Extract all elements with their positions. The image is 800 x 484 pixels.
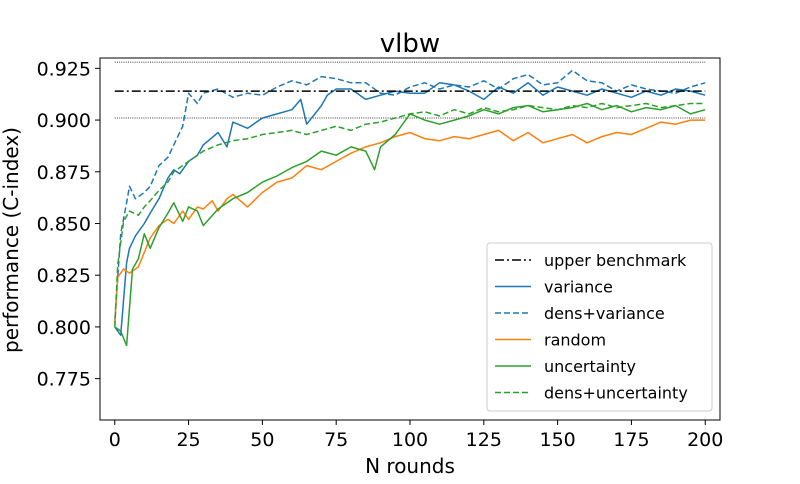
x-tick-label: 100 xyxy=(392,429,428,451)
x-tick-label: 75 xyxy=(324,429,348,451)
plot-area: 0 25 50 75 100 125 150 175 200 0.775 0.800 0.825 0.8… xyxy=(37,57,723,451)
series-line-dens-variance xyxy=(114,69,706,321)
y-tick-label: 0.775 xyxy=(37,369,91,391)
legend-label-dens-uncertainty: dens+uncertainty xyxy=(544,384,688,403)
x-tick-label: 200 xyxy=(687,429,723,451)
x-tick-label: 150 xyxy=(539,429,575,451)
y-tick-label: 0.825 xyxy=(37,265,91,287)
y-tick-label: 0.925 xyxy=(37,58,91,80)
series-line-variance xyxy=(114,82,706,336)
x-tick-label: 125 xyxy=(466,429,502,451)
legend-label-uncertainty: uncertainty xyxy=(544,357,636,376)
legend: upper benchmark variance dens+variance rand… xyxy=(486,242,713,412)
y-tick-label: 0.800 xyxy=(37,317,91,339)
legend-label-upper-benchmark: upper benchmark xyxy=(544,251,687,270)
y-tick-label: 0.850 xyxy=(37,213,91,235)
y-axis-label: performance (C-index) xyxy=(0,127,23,353)
x-axis-label: N rounds xyxy=(365,454,455,478)
x-tick-label: 0 xyxy=(109,429,121,451)
legend-box xyxy=(486,242,713,412)
series-line-random xyxy=(114,119,706,325)
y-tick-label: 0.875 xyxy=(37,162,91,184)
x-tick-label: 50 xyxy=(250,429,274,451)
legend-label-random: random xyxy=(544,331,606,350)
chart-title: vlbw xyxy=(380,29,440,59)
y-tick-label: 0.900 xyxy=(37,110,91,132)
series-line-uncertainty xyxy=(114,102,706,347)
x-tick-label: 175 xyxy=(613,429,649,451)
legend-label-dens-variance: dens+variance xyxy=(544,304,665,323)
series-line-dens-uncertainty xyxy=(114,102,706,327)
x-tick-label: 25 xyxy=(176,429,200,451)
legend-label-variance: variance xyxy=(544,278,613,297)
